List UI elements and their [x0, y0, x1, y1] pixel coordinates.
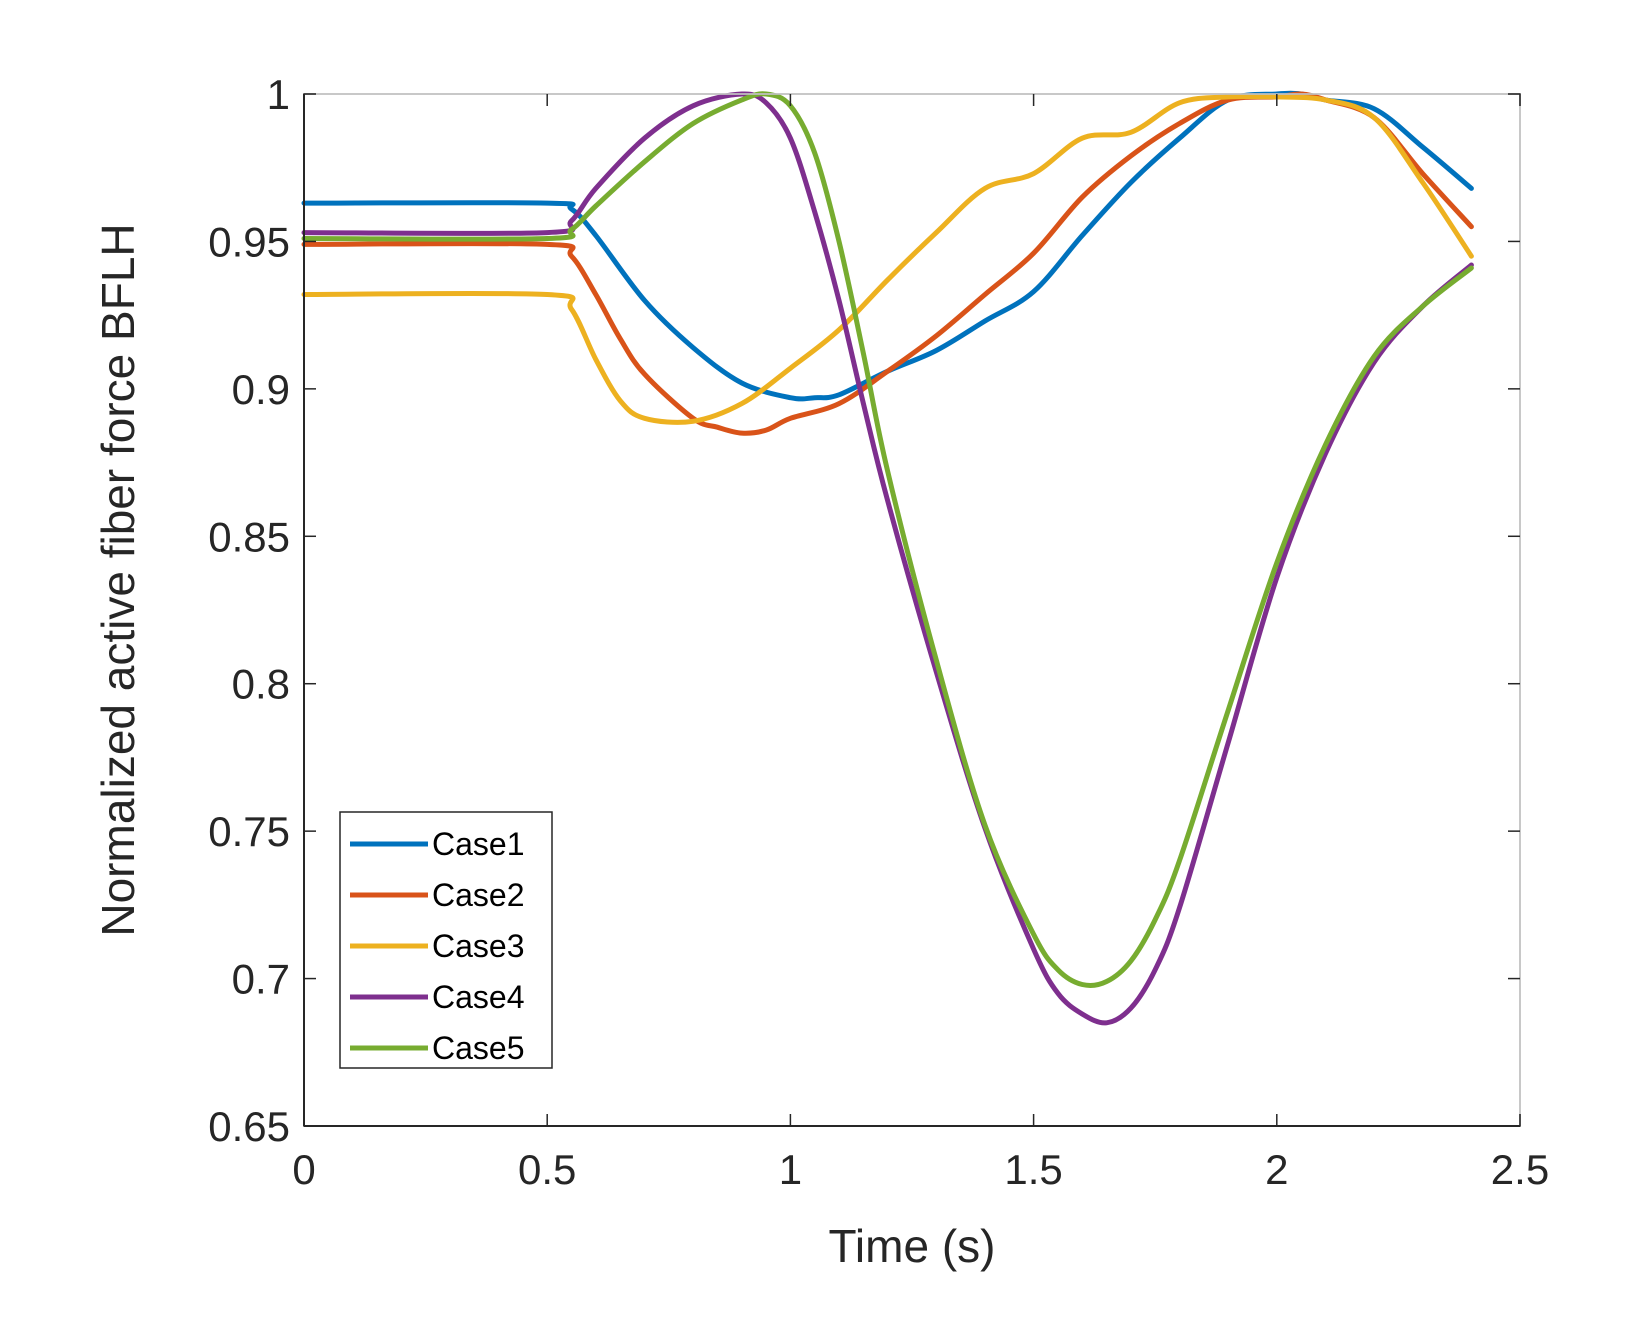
x-axis-title: Time (s) [829, 1220, 996, 1272]
x-tick-label: 0 [292, 1146, 315, 1193]
y-tick-label: 0.85 [208, 513, 290, 560]
legend-label-case4: Case4 [432, 979, 525, 1015]
legend-box [339, 811, 553, 1069]
y-tick-label: 0.95 [208, 218, 290, 265]
y-tick-label: 0.65 [208, 1103, 290, 1150]
y-tick-label: 0.8 [232, 661, 290, 708]
series-layer [301, 90, 1474, 1026]
series-line-case3 [301, 93, 1474, 425]
y-tick-label: 1 [267, 71, 290, 118]
legend: Case1 Case2 Case3 Case4 Case5 [339, 811, 553, 1069]
legend-label-case1: Case1 [432, 826, 525, 862]
x-tick-label: 1.5 [1004, 1146, 1062, 1193]
x-tick-label: 0.5 [518, 1146, 576, 1193]
axes-layer: 0 0.5 1 1.5 2 2.5 0.65 0.7 0.75 0.8 0.85 0.9 0.95 1 [208, 71, 1549, 1193]
x-tick-label: 2.5 [1491, 1146, 1549, 1193]
y-tick-label: 0.75 [208, 808, 290, 855]
y-tick-label: 0.9 [232, 366, 290, 413]
x-tick-label: 1 [779, 1146, 802, 1193]
series-line-case5 [301, 91, 1474, 988]
legend-label-case5: Case5 [432, 1030, 525, 1066]
legend-label-case3: Case3 [432, 928, 525, 964]
y-tick-label: 0.7 [232, 956, 290, 1003]
y-axis-title: Normalized active fiber force BFLH [92, 223, 144, 936]
legend-label-case2: Case2 [432, 877, 525, 913]
x-tick-label: 2 [1265, 1146, 1288, 1193]
